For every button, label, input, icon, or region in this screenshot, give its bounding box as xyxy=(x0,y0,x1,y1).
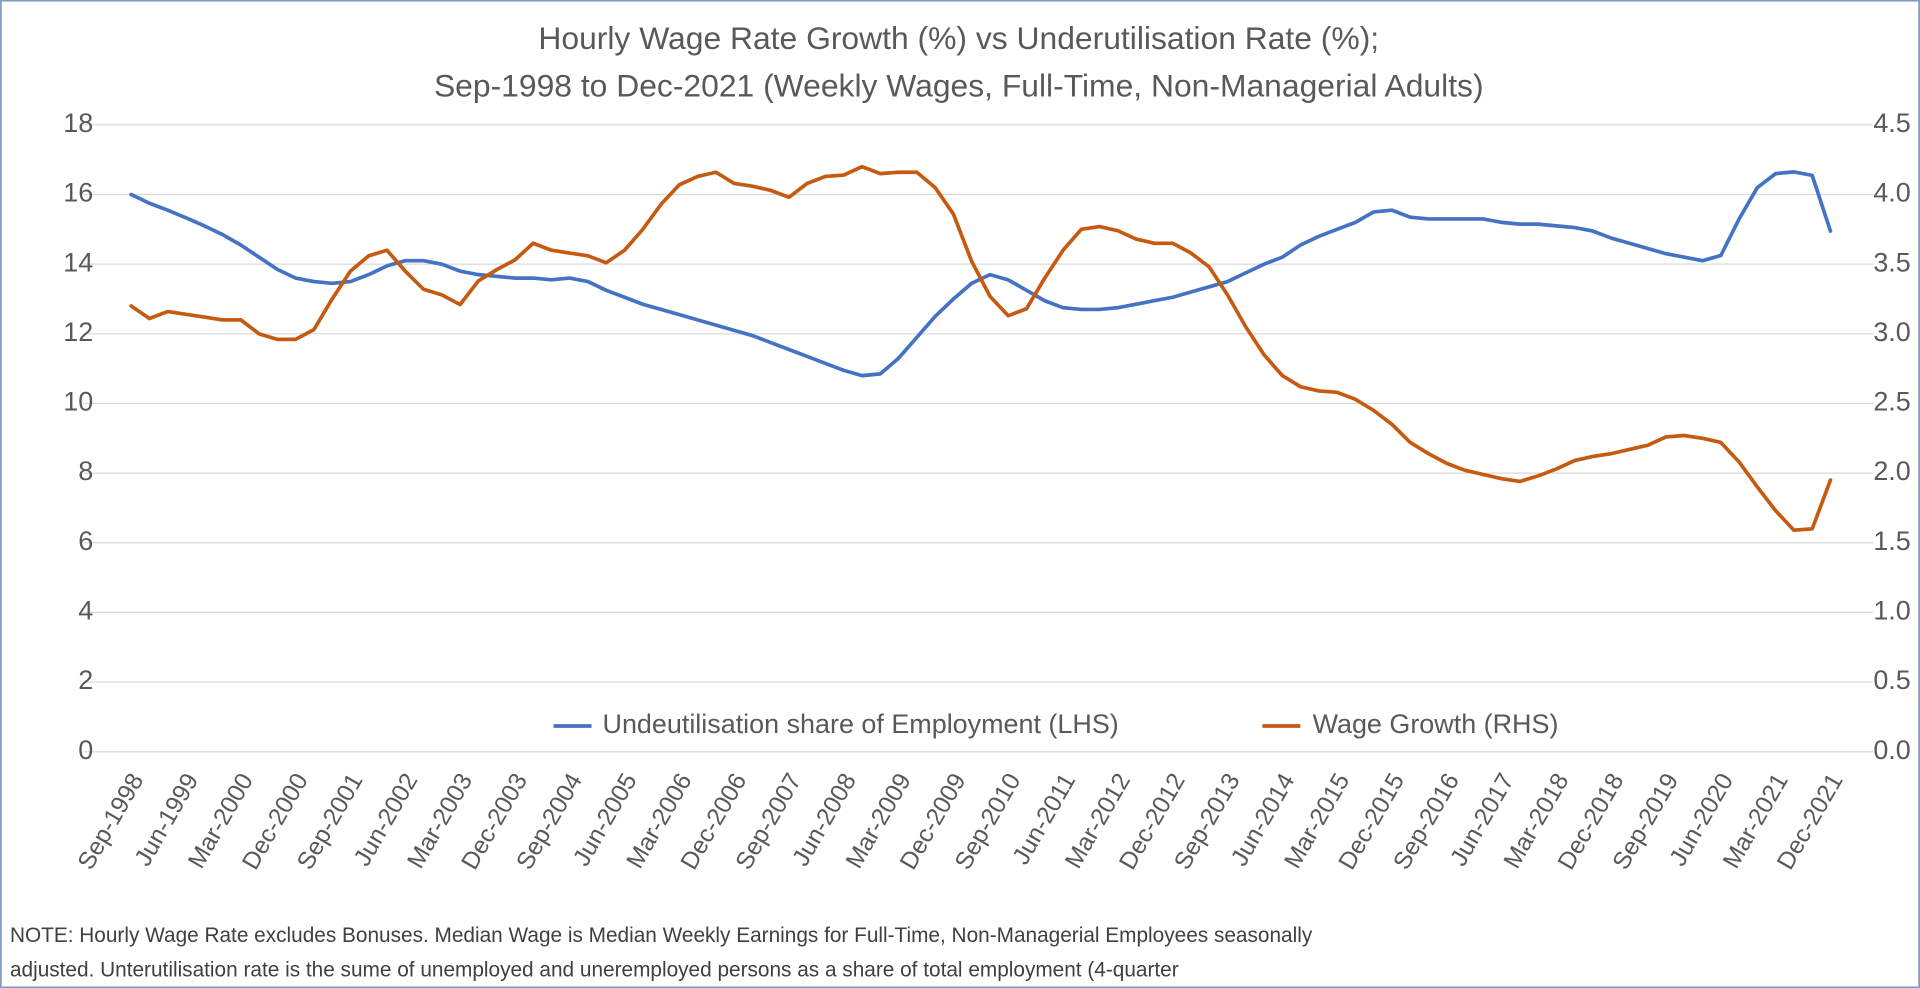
y2-tick-label: 2.5 xyxy=(1873,387,1910,417)
series-line xyxy=(129,164,1833,533)
legend-label: Wage Growth (RHS) xyxy=(1313,709,1559,739)
y-tick-label: 18 xyxy=(63,108,93,138)
y2-tick-label: 1.5 xyxy=(1873,526,1910,556)
y-tick-label: 12 xyxy=(63,317,93,347)
y2-tick-label: 1.0 xyxy=(1873,596,1910,626)
y-tick-label: 2 xyxy=(78,665,93,695)
y-tick-label: 14 xyxy=(63,247,93,277)
y-tick-label: 16 xyxy=(63,178,93,208)
chart-title: Hourly Wage Rate Growth (%) vs Underutil… xyxy=(538,20,1379,56)
y-tick-label: 4 xyxy=(78,596,93,626)
note: NOTE: Hourly Wage Rate excludes Bonuses.… xyxy=(10,924,1313,947)
y2-tick-label: 4.5 xyxy=(1873,108,1910,138)
y2-tick-label: 2.0 xyxy=(1873,456,1910,486)
note: adjusted. Unterutilisation rate is the s… xyxy=(10,958,1179,981)
chart-title: Sep-1998 to Dec-2021 (Weekly Wages, Full… xyxy=(434,68,1484,104)
y-tick-label: 10 xyxy=(63,387,93,417)
y2-tick-label: 0.0 xyxy=(1873,735,1910,765)
y2-tick-label: 3.5 xyxy=(1873,247,1910,277)
legend-label: Undeutilisation share of Employment (LHS… xyxy=(603,709,1119,739)
y-tick-label: 0 xyxy=(78,735,93,765)
y2-tick-label: 4.0 xyxy=(1873,178,1910,208)
y2-tick-label: 0.5 xyxy=(1873,665,1910,695)
y2-tick-label: 3.0 xyxy=(1873,317,1910,347)
y-tick-label: 6 xyxy=(78,526,93,556)
y-tick-label: 8 xyxy=(78,456,93,486)
